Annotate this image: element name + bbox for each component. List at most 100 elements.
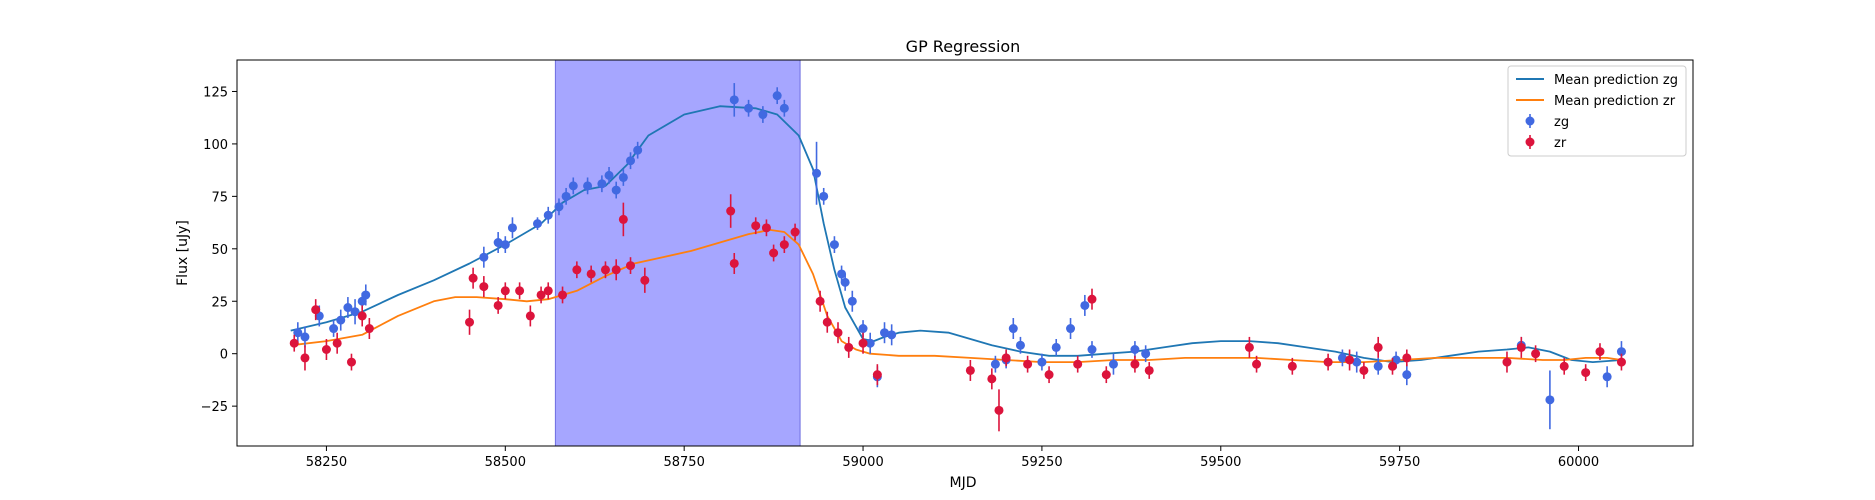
data-point-zr	[1073, 359, 1083, 369]
y-tick-label: 50	[211, 243, 228, 258]
legend-point-swatch	[1525, 137, 1535, 147]
x-tick-label: 59000	[842, 455, 883, 470]
data-point-zg	[533, 219, 543, 229]
data-point-zr	[626, 261, 636, 271]
data-point-zg	[343, 303, 353, 313]
data-point-zg	[1051, 342, 1061, 352]
data-point-zr	[611, 265, 621, 275]
data-point-zr	[1252, 359, 1262, 369]
data-point-zr	[872, 370, 882, 380]
data-point-zr	[558, 290, 568, 300]
data-point-zr	[1244, 342, 1254, 352]
data-point-zr	[493, 300, 503, 310]
data-point-zg	[336, 315, 346, 325]
data-point-zg	[1087, 345, 1097, 354]
data-point-zr	[994, 405, 1004, 415]
data-point-zr	[769, 248, 779, 258]
data-point-zr	[586, 269, 596, 279]
data-point-zr	[1516, 342, 1526, 352]
data-point-zg	[779, 103, 789, 113]
data-point-zr	[515, 286, 525, 296]
x-tick-label: 59750	[1379, 455, 1420, 470]
data-point-zg	[1037, 357, 1047, 367]
legend-label: Mean prediction zr	[1554, 94, 1676, 109]
data-point-zg	[858, 324, 868, 334]
data-point-zg	[1141, 349, 1151, 359]
data-point-zg	[1373, 361, 1383, 371]
y-tick-label: 25	[211, 295, 228, 310]
data-point-zr	[600, 265, 610, 275]
data-point-zg	[1616, 347, 1626, 357]
data-point-zg	[1008, 324, 1018, 334]
data-point-zg	[758, 110, 768, 120]
data-point-zg	[990, 359, 1000, 369]
data-point-zr	[572, 265, 582, 275]
data-point-zr	[321, 345, 331, 354]
data-point-zg	[1337, 353, 1347, 363]
data-point-zr	[618, 214, 628, 224]
legend-label: zg	[1554, 115, 1569, 130]
y-tick-label: −25	[201, 400, 228, 415]
data-point-zr	[1001, 353, 1011, 363]
x-tick-label: 59500	[1200, 455, 1241, 470]
data-point-zg	[507, 223, 517, 233]
data-point-zg	[1066, 324, 1076, 334]
data-point-zr	[729, 258, 739, 268]
data-point-zr	[346, 357, 356, 367]
data-point-zr	[844, 342, 854, 352]
y-tick-label: 125	[203, 85, 228, 100]
data-point-zr	[1559, 361, 1569, 371]
data-point-zg	[604, 170, 614, 180]
data-point-zg	[1352, 357, 1362, 367]
data-point-zr	[790, 227, 800, 237]
data-point-zg	[293, 328, 303, 338]
data-point-zr	[1531, 349, 1541, 359]
data-point-zg	[772, 91, 782, 101]
data-point-zr	[640, 275, 650, 285]
data-point-zg	[819, 191, 829, 201]
data-point-zg	[500, 240, 510, 250]
data-point-zg	[1080, 300, 1090, 310]
data-point-zg	[880, 328, 890, 338]
data-point-zg	[1545, 395, 1555, 405]
data-point-zg	[1015, 340, 1025, 350]
data-point-zg	[361, 290, 371, 300]
data-point-zg	[568, 181, 578, 191]
data-point-zr	[779, 240, 789, 250]
y-tick-label: 100	[203, 138, 228, 153]
x-tick-label: 58750	[663, 455, 704, 470]
data-point-zg	[1130, 345, 1140, 354]
legend-point-swatch	[1525, 116, 1535, 126]
data-point-zr	[822, 317, 832, 327]
data-point-zr	[536, 290, 546, 300]
y-tick-label: 0	[220, 348, 228, 363]
data-point-zr	[332, 338, 342, 348]
data-point-zr	[987, 374, 997, 384]
data-point-zg	[300, 332, 310, 342]
data-point-zg	[887, 330, 897, 340]
errorbar-points	[289, 83, 1626, 432]
data-point-zr	[965, 365, 975, 375]
data-point-zr	[1044, 370, 1054, 380]
data-point-zr	[1101, 370, 1111, 380]
data-point-zr	[1130, 359, 1140, 369]
data-point-zg	[829, 240, 839, 250]
data-point-zg	[1108, 359, 1118, 369]
data-point-zg	[479, 252, 489, 262]
data-point-zr	[1595, 347, 1605, 357]
data-point-zg	[350, 307, 360, 317]
x-tick-label: 58500	[485, 455, 526, 470]
data-point-zr	[726, 206, 736, 216]
data-point-zr	[858, 338, 868, 348]
x-tick-label: 60000	[1558, 455, 1599, 470]
data-point-zr	[311, 305, 321, 315]
data-point-zg	[543, 210, 553, 220]
data-point-zr	[1087, 294, 1097, 304]
data-point-zr	[500, 286, 510, 296]
chart-title: GP Regression	[906, 37, 1021, 56]
axes-frame	[236, 59, 1694, 447]
data-point-zr	[1402, 353, 1412, 363]
x-tick-label: 58250	[306, 455, 347, 470]
y-axis-label: Flux [uJy]	[175, 220, 191, 286]
y-axis: −25 0 25 50 75 100 125	[201, 85, 237, 415]
